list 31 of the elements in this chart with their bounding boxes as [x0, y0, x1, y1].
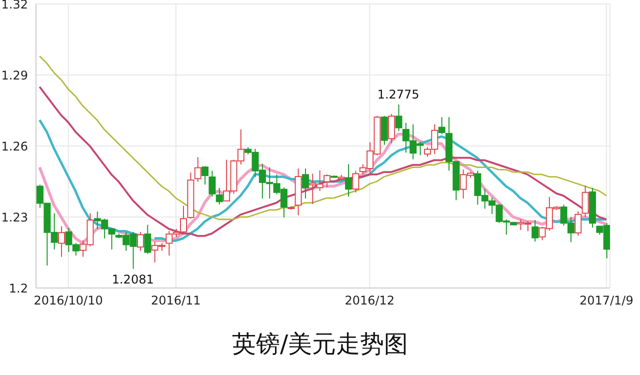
- candlestick: [395, 104, 402, 132]
- candlestick: [532, 220, 539, 242]
- x-tick-label: 2017/1/9: [579, 294, 634, 308]
- candlestick: [574, 210, 582, 236]
- x-tick-label: 2016/12: [344, 294, 395, 308]
- y-tick-label: 1.29: [1, 68, 28, 82]
- line-series: [38, 55, 608, 220]
- candlestick: [438, 116, 446, 135]
- candlestick: [194, 156, 202, 182]
- candlestick: [324, 174, 330, 188]
- candlestick: [345, 164, 352, 198]
- candlestick: [380, 115, 388, 146]
- candlestick: [582, 185, 589, 218]
- candlestick: [202, 166, 209, 186]
- y-tick-label: 1.26: [1, 139, 28, 154]
- candlestick: [216, 187, 223, 205]
- candlestick: [302, 168, 309, 200]
- candlestick: [144, 224, 152, 254]
- text: 英镑/美元走势图: [230, 329, 410, 360]
- annotation: 1.2081: [112, 272, 154, 286]
- candlestick: [388, 114, 396, 144]
- x-tick-label: 2016/10/10: [34, 294, 103, 308]
- annotation: 1.2775: [377, 88, 420, 102]
- y-tick-label: 1.2: [8, 281, 28, 296]
- candlestick: [352, 170, 360, 193]
- y-tick-label: 1.23: [1, 210, 28, 224]
- line-series: [38, 86, 608, 237]
- candlestick: [208, 170, 216, 198]
- candlestick: [136, 231, 144, 252]
- candlestick: [58, 226, 66, 258]
- x-tick-label: 2016/11: [150, 294, 201, 308]
